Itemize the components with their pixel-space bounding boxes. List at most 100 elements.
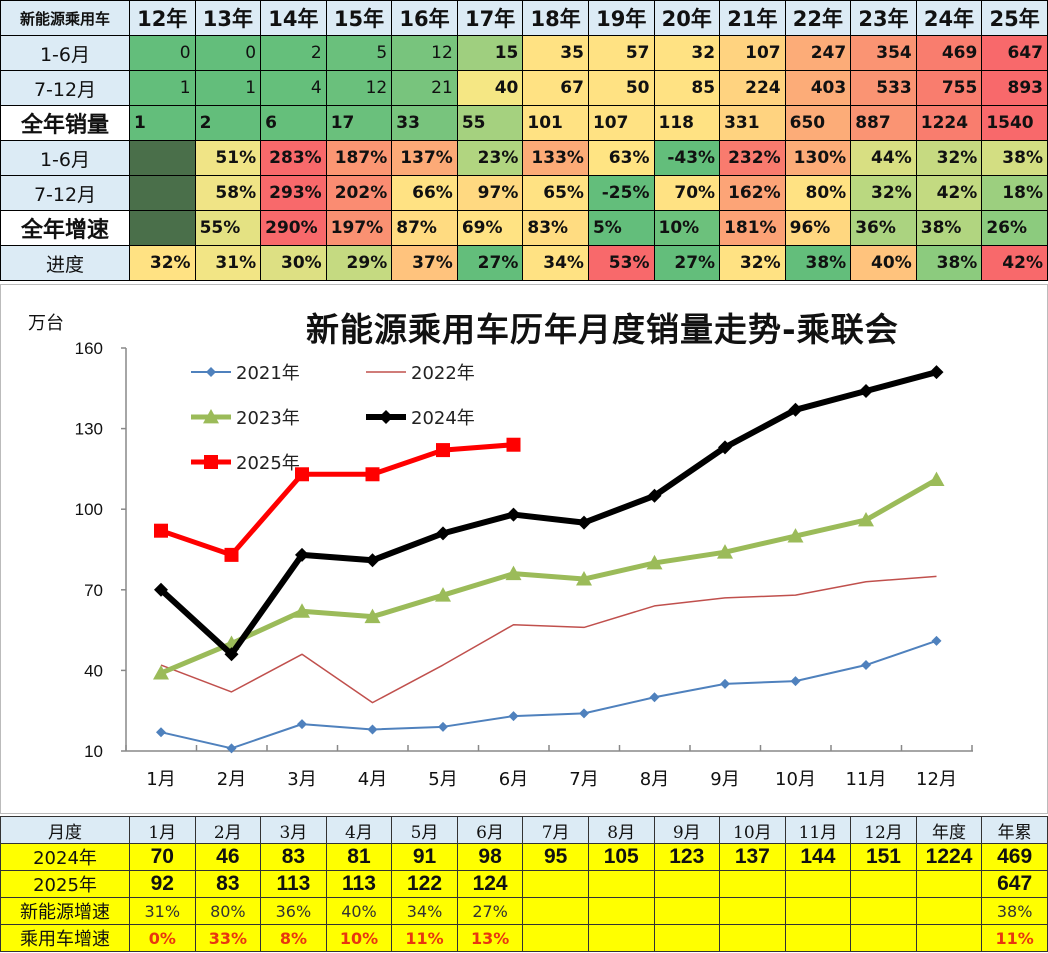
table-cell: 83 bbox=[260, 843, 327, 871]
table-row: 7-12月 1 1 4 12 21 40 67 50 85 224 403 533 755 893 bbox=[0, 70, 1048, 106]
table-cell: 81 bbox=[325, 843, 393, 871]
diamond-marker bbox=[367, 724, 378, 735]
table-cell: 10% bbox=[325, 924, 393, 952]
square-marker bbox=[436, 443, 450, 458]
table-cell: 10% bbox=[653, 210, 721, 246]
table-cell: 21 bbox=[391, 70, 458, 106]
table-cell: 58% bbox=[194, 175, 262, 211]
series-line-2022 bbox=[160, 575, 937, 704]
table-cell: 55 bbox=[456, 105, 524, 141]
square-marker bbox=[365, 467, 380, 482]
table-row: 全年增速 55% 290% 197% 87% 69% 83% 5% 10% 181% 96% 36% 3… bbox=[0, 210, 1048, 246]
year-header: 21年 bbox=[719, 0, 786, 36]
row-label: 全年销量 bbox=[0, 105, 130, 141]
table-cell: 8% bbox=[260, 924, 327, 952]
table-cell bbox=[719, 924, 786, 952]
table-row: 进度 32% 31% 30% 29% 37% 27% 34% 53% 27% 32% 38% 40% 38… bbox=[0, 245, 1048, 281]
column-header: 8月 bbox=[587, 816, 655, 844]
diamond-marker bbox=[720, 678, 730, 689]
table-cell bbox=[850, 897, 917, 925]
table-cell: 354 bbox=[850, 35, 917, 71]
table-cell: 124 bbox=[456, 870, 524, 898]
table-cell: 33 bbox=[391, 105, 458, 141]
table-cell: 80% bbox=[194, 897, 262, 925]
table-cell: 202% bbox=[325, 175, 393, 211]
diamond-marker bbox=[508, 711, 519, 722]
table-cell: 283% bbox=[260, 140, 327, 176]
table-cell: 2 bbox=[194, 105, 262, 141]
triangle-marker bbox=[364, 608, 381, 624]
table-cell: 1 bbox=[129, 70, 196, 106]
table-cell: 17 bbox=[325, 105, 393, 141]
triangle-marker bbox=[717, 544, 733, 559]
square-marker bbox=[506, 437, 521, 452]
table-cell bbox=[522, 870, 589, 898]
table-cell bbox=[587, 870, 655, 898]
row-label: 全年增速 bbox=[0, 210, 130, 246]
year-header: 20年 bbox=[653, 0, 721, 36]
table-cell bbox=[129, 175, 196, 211]
year-header: 24年 bbox=[915, 0, 983, 36]
table-cell: 893 bbox=[981, 70, 1048, 106]
chart-plot-area: 10 40 70 100 130 160 1月 2月 3月 4月 5月 6月 7月 8月 9月 10月 11月 1… bbox=[75, 339, 973, 790]
table-cell: 647 bbox=[981, 35, 1048, 71]
table-cell: 224 bbox=[719, 70, 786, 106]
table-row: 2025年 92 83 113 113 122 124 647 bbox=[0, 870, 1048, 898]
table-cell: 38% bbox=[915, 210, 983, 246]
table-cell: 42% bbox=[915, 175, 983, 211]
table-cell: 181% bbox=[719, 210, 786, 246]
table-cell: 162% bbox=[719, 175, 786, 211]
table-cell: 4 bbox=[260, 70, 327, 106]
table-cell: 27% bbox=[456, 245, 524, 281]
table-cell: -25% bbox=[587, 175, 655, 211]
table-cell: 38% bbox=[915, 245, 983, 281]
triangle-marker bbox=[576, 571, 592, 586]
table-cell: 27% bbox=[653, 245, 721, 281]
table-row: 2024年 70 46 83 81 91 98 95 105 123 137 144 151 1224 46… bbox=[0, 843, 1048, 871]
table-cell: 137 bbox=[719, 843, 786, 871]
row-label: 2025年 bbox=[0, 870, 130, 898]
year-header: 15年 bbox=[325, 0, 393, 36]
table-cell: 63% bbox=[587, 140, 655, 176]
y-tick-label: 10 bbox=[84, 742, 103, 761]
column-header: 9月 bbox=[653, 816, 721, 844]
table-cell: 26% bbox=[981, 210, 1048, 246]
row-label: 1-6月 bbox=[0, 140, 130, 176]
table-cell: 1 bbox=[129, 105, 196, 141]
column-header: 11月 bbox=[784, 816, 852, 844]
column-header: 12月 bbox=[850, 816, 917, 844]
table-cell: 23% bbox=[456, 140, 524, 176]
year-header: 22年 bbox=[784, 0, 852, 36]
table-cell: 87% bbox=[391, 210, 458, 246]
table-cell: 32 bbox=[653, 35, 721, 71]
x-tick-label: 6月 bbox=[499, 769, 528, 790]
table-cell: 755 bbox=[915, 70, 983, 106]
row-label: 1-6月 bbox=[0, 35, 130, 71]
x-tick-label: 10月 bbox=[775, 769, 816, 790]
table-cell bbox=[653, 924, 721, 952]
row-label: 新能源增速 bbox=[0, 897, 130, 925]
table-cell: 12 bbox=[391, 35, 458, 71]
diamond-marker bbox=[861, 660, 871, 671]
diamond-marker bbox=[506, 507, 521, 522]
line-chart: 万台 新能源乘用车历年月度销量走势-乘联会 10 40 70 100 130 160 1月 2… bbox=[0, 284, 1048, 814]
table-cell: 67 bbox=[522, 70, 589, 106]
column-header: 2月 bbox=[194, 816, 262, 844]
table-cell: 40% bbox=[850, 245, 917, 281]
square-marker bbox=[154, 523, 168, 538]
year-header: 17年 bbox=[456, 0, 524, 36]
table-cell bbox=[850, 870, 917, 898]
table-cell bbox=[915, 897, 983, 925]
table-cell bbox=[784, 897, 852, 925]
row-label: 进度 bbox=[0, 245, 130, 281]
table-cell: -43% bbox=[653, 140, 721, 176]
table-cell: 34% bbox=[522, 245, 589, 281]
table-cell: 290% bbox=[260, 210, 327, 246]
table-cell: 1 bbox=[194, 70, 262, 106]
diamond-marker bbox=[365, 553, 380, 568]
triangle-marker bbox=[928, 471, 945, 487]
table-cell: 1540 bbox=[981, 105, 1048, 141]
x-tick-label: 8月 bbox=[640, 769, 669, 790]
year-header: 13年 bbox=[194, 0, 262, 36]
triangle-marker bbox=[435, 587, 451, 602]
